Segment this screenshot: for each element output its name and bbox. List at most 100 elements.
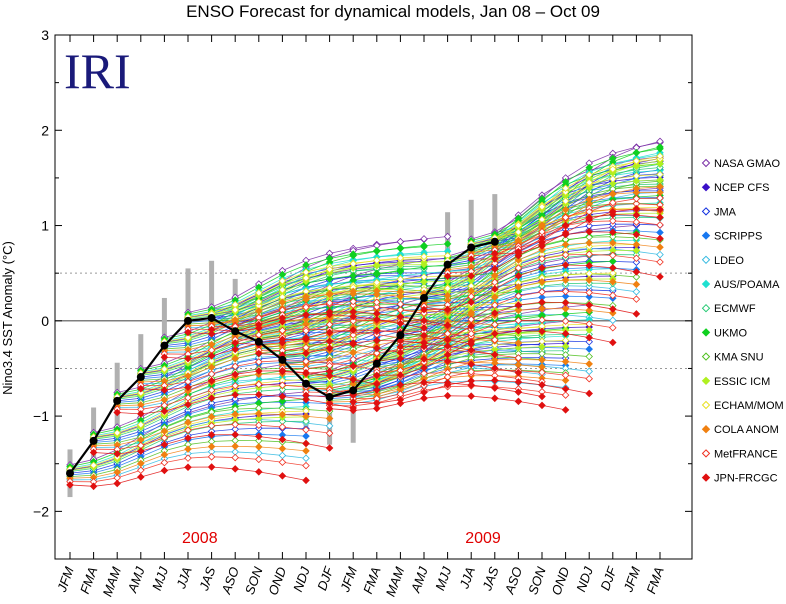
forecast-point xyxy=(349,251,357,260)
legend-marker-7 xyxy=(701,328,711,337)
forecast-point xyxy=(184,383,192,392)
forecast-point xyxy=(113,479,121,488)
forecast-point xyxy=(491,255,499,263)
forecast-point xyxy=(585,306,593,315)
forecast-point xyxy=(585,360,593,368)
forecast-point xyxy=(585,163,593,172)
forecast-point xyxy=(632,273,641,281)
forecast-point xyxy=(467,381,475,389)
observed-point-18 xyxy=(490,237,499,246)
forecast-point xyxy=(443,272,452,281)
forecast-point xyxy=(373,371,381,380)
forecast-point xyxy=(255,380,263,389)
forecast-point xyxy=(349,307,357,316)
forecast-point xyxy=(491,376,499,385)
forecast-point xyxy=(66,481,74,489)
forecast-point xyxy=(420,241,428,250)
forecast-point xyxy=(514,283,523,291)
x-tick-label-21: OND xyxy=(548,565,572,597)
y-tick-label--2: −2 xyxy=(33,503,49,519)
forecast-point xyxy=(373,256,381,265)
forecast-point xyxy=(278,317,287,326)
forecast-point xyxy=(373,315,381,324)
forecast-point xyxy=(325,404,334,413)
forecast-point xyxy=(420,278,428,286)
forecast-point xyxy=(585,227,593,236)
forecast-point xyxy=(373,336,381,345)
forecast-point xyxy=(255,298,263,306)
forecast-point xyxy=(207,352,216,360)
forecast-point xyxy=(632,295,641,303)
observed-point-13 xyxy=(372,359,381,368)
forecast-point xyxy=(373,247,381,256)
forecast-point xyxy=(538,343,546,351)
forecast-point xyxy=(302,274,310,282)
forecast-point xyxy=(538,246,546,254)
forecast-point xyxy=(113,429,121,437)
forecast-point xyxy=(467,392,475,400)
forecast-point xyxy=(609,251,617,260)
forecast-point xyxy=(561,213,570,222)
forecast-point xyxy=(491,309,499,317)
forecast-point xyxy=(325,265,334,274)
x-tick-label-8: SON xyxy=(242,564,266,596)
observed-point-3 xyxy=(136,373,145,382)
forecast-point xyxy=(656,258,664,266)
legend-label-1: NCEP CFS xyxy=(714,182,769,194)
forecast-point xyxy=(420,252,428,261)
forecast-point xyxy=(302,454,310,463)
forecast-point xyxy=(443,321,452,329)
forecast-point xyxy=(656,221,664,229)
legend-marker-5 xyxy=(701,279,711,289)
forecast-point xyxy=(585,333,593,342)
forecast-point xyxy=(609,179,617,188)
observed-point-9 xyxy=(278,355,287,364)
forecast-point xyxy=(467,346,475,354)
forecast-point xyxy=(538,381,546,389)
legend-marker-3 xyxy=(701,231,711,240)
forecast-point xyxy=(561,261,570,269)
forecast-point xyxy=(184,445,192,453)
forecast-point xyxy=(538,234,546,243)
forecast-point xyxy=(278,392,287,401)
forecast-point xyxy=(585,261,593,270)
x-tick-label-23: DJF xyxy=(597,564,620,593)
forecast-point xyxy=(585,171,593,179)
forecast-point xyxy=(491,341,499,349)
forecast-point xyxy=(609,239,617,247)
forecast-line xyxy=(494,180,661,246)
forecast-point xyxy=(443,342,452,350)
legend-label-11: COLA ANOM xyxy=(714,424,779,436)
forecast-point xyxy=(609,269,617,277)
forecast-point xyxy=(373,270,381,279)
forecast-point xyxy=(561,376,570,385)
model-series xyxy=(66,137,664,491)
forecast-point xyxy=(278,458,287,467)
forecast-point xyxy=(443,392,452,400)
forecast-point xyxy=(278,472,287,480)
y-tick-label-3: 3 xyxy=(41,27,49,43)
forecast-point xyxy=(396,381,405,389)
forecast-point xyxy=(420,305,428,314)
forecast-point xyxy=(231,339,239,347)
forecast-point xyxy=(231,354,239,363)
forecast-point xyxy=(207,330,216,338)
y-axis-title: Nino3.4 SST Anomaly (°C) xyxy=(0,241,15,395)
forecast-point xyxy=(538,316,546,324)
forecast-line xyxy=(447,183,661,264)
forecast-point xyxy=(585,338,593,346)
forecast-point xyxy=(184,454,192,462)
y-axis: −2 −1 0 1 2 3 xyxy=(33,27,692,560)
forecast-point xyxy=(207,412,216,421)
forecast-point xyxy=(325,275,334,283)
forecast-point xyxy=(538,392,546,401)
forecast-point xyxy=(467,298,475,306)
forecast-point xyxy=(349,331,357,339)
observed-point-5 xyxy=(184,316,192,325)
x-tick-label-20: SON xyxy=(525,564,549,596)
forecast-point xyxy=(420,369,428,378)
forecast-point xyxy=(632,268,641,276)
forecast-point xyxy=(656,205,664,214)
observed-point-11 xyxy=(325,393,334,402)
forecast-point xyxy=(396,371,405,379)
